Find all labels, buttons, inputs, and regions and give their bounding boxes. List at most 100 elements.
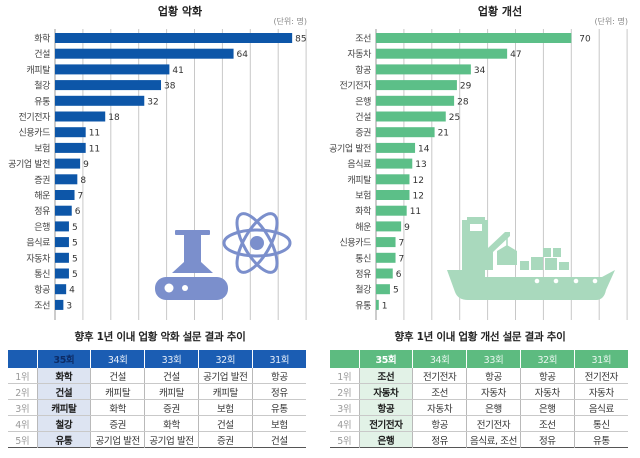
- industry-cell: 항공: [359, 399, 414, 416]
- bar: [376, 142, 416, 153]
- header-round-32: 32회: [520, 350, 575, 368]
- industry-cell: 공기업 발전: [90, 431, 146, 448]
- header-rank: [8, 350, 38, 368]
- bar: [376, 190, 410, 200]
- industry-cell: 항공: [412, 415, 468, 432]
- bar: [55, 80, 162, 91]
- chart-title: 업황 개선: [478, 4, 522, 18]
- category-label: 유통: [34, 96, 50, 107]
- industry-cell: 항공: [252, 368, 306, 384]
- industry-cell: 캐피탈: [90, 383, 146, 400]
- atom-icon: [222, 212, 292, 274]
- value-label: 9: [83, 160, 89, 170]
- industry-cell: 정유: [520, 431, 575, 448]
- value-label: 29: [460, 82, 472, 92]
- bar: [55, 268, 69, 279]
- value-label: 14: [418, 144, 430, 154]
- value-label: 12: [412, 176, 423, 186]
- category-label: 음식료: [26, 238, 50, 249]
- category-label: 해운: [34, 191, 50, 202]
- value-label: 5: [72, 270, 78, 280]
- industry-cell: 은행: [520, 399, 575, 416]
- category-label: 항공: [355, 65, 371, 76]
- industry-cell: 전기전자: [574, 368, 628, 384]
- table-row: 1위 조선 전기전자 항공 항공 전기전자: [330, 368, 628, 384]
- cargo-ship-icon: [447, 217, 615, 300]
- industry-cell: 항공: [520, 368, 575, 384]
- table-header-row: 35회 34회 33회 32회 31회: [330, 350, 628, 368]
- header-round-31: 31회: [252, 350, 306, 368]
- value-label: 11: [410, 207, 421, 217]
- category-label: 캐피탈: [26, 65, 50, 76]
- value-label: 5: [72, 254, 78, 264]
- industry-cell: 증권: [198, 431, 253, 448]
- value-label: 5: [393, 286, 399, 296]
- bar: [55, 221, 69, 232]
- bar: [55, 127, 86, 138]
- chart-title: 업황 악화: [158, 4, 202, 18]
- value-label: 11: [89, 144, 100, 154]
- bar: [55, 33, 293, 43]
- value-label: 47: [510, 50, 521, 60]
- industry-cell: 음식료, 조선: [466, 431, 521, 448]
- industry-cell: 보험: [198, 399, 253, 416]
- bar: [376, 237, 396, 248]
- bar: [55, 158, 81, 169]
- industry-cell: 공기업 발전: [198, 368, 253, 384]
- bar: [376, 252, 396, 263]
- bar: [376, 205, 407, 216]
- category-label: 철강: [34, 81, 50, 92]
- bar: [376, 33, 572, 43]
- bar: [376, 127, 435, 138]
- category-label: 자동차: [347, 48, 372, 60]
- rank-cell: 5위: [330, 431, 360, 448]
- bar: [55, 299, 64, 310]
- category-label: 조선: [34, 300, 50, 311]
- header-round-31: 31회: [574, 350, 628, 368]
- industry-cell: 화학: [144, 415, 199, 432]
- header-round-33: 33회: [144, 350, 199, 368]
- value-label: 18: [108, 113, 120, 123]
- industry-cell: 캐피탈: [144, 383, 199, 400]
- category-label: 공기업 발전: [329, 143, 371, 154]
- value-label: 38: [164, 82, 176, 92]
- category-label: 통신: [34, 269, 50, 280]
- chart-industry-improvement: 업황 개선 (단위: 명) 조선 70 자동차 47 항공 34 전기전자 29 은행 28 건설 2…: [329, 4, 628, 320]
- value-label: 6: [396, 270, 402, 280]
- bar: [55, 95, 145, 106]
- category-label: 정유: [34, 206, 50, 217]
- header-round-34: 34회: [90, 350, 146, 368]
- value-label: 21: [438, 129, 449, 139]
- industry-cell: 보험: [252, 415, 306, 432]
- value-label: 5: [72, 239, 78, 249]
- industry-cell: 철강: [37, 415, 92, 432]
- header-round-32: 32회: [198, 350, 253, 368]
- industry-cell: 자동차: [574, 383, 628, 400]
- bar: [376, 48, 508, 59]
- category-label: 자동차: [26, 252, 51, 264]
- table-row: 3위 항공 자동차 은행 은행 음식료: [330, 399, 628, 416]
- industry-cell: 항공: [466, 368, 521, 384]
- value-label: 1: [382, 301, 388, 311]
- industry-cell: 건설: [271, 435, 288, 447]
- industry-cell: 캐피탈: [37, 399, 92, 416]
- industry-cell: 자동차: [520, 383, 575, 400]
- category-label: 캐피탈: [347, 175, 371, 186]
- industry-cell: 정유: [412, 431, 468, 448]
- header-round-34: 34회: [412, 350, 468, 368]
- value-label: 8: [80, 176, 86, 186]
- rank-cell: 3위: [330, 399, 360, 416]
- rank-cell: 2위: [330, 383, 360, 400]
- category-label: 전기전자: [339, 81, 372, 92]
- category-label: 전기전자: [18, 112, 51, 123]
- category-label: 공기업 발전: [8, 159, 50, 170]
- bar: [55, 252, 69, 263]
- value-label: 5: [72, 223, 78, 233]
- header-round-33: 33회: [466, 350, 521, 368]
- table-row: 5위 은행 정유 음식료, 조선 정유 유통: [330, 431, 628, 448]
- category-label: 보험: [355, 191, 371, 202]
- table-row: 4위 전기전자 항공 전기전자 조선 통신: [330, 415, 628, 432]
- value-label: 32: [147, 97, 158, 107]
- industry-cell: 자동차: [412, 399, 468, 416]
